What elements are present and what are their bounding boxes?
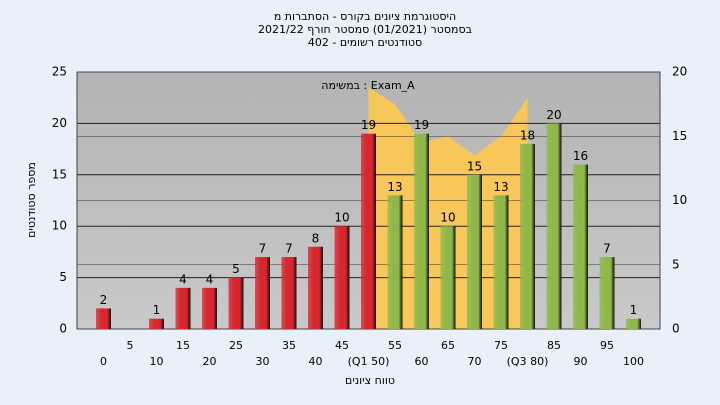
bar	[626, 318, 641, 329]
x-tick-label: 40	[309, 355, 323, 368]
bar	[149, 318, 164, 329]
bar	[175, 287, 191, 329]
y2-tick-label: 20	[672, 65, 687, 79]
value-label: 19	[361, 118, 376, 132]
x-tick-label: 95	[600, 339, 614, 352]
bar	[546, 123, 562, 330]
x-tick-label: 10	[150, 355, 164, 368]
y2-tick-label: 5	[672, 257, 680, 271]
chart-title: היסטוגרמת ציונים בקורס - הסתברות מ	[274, 10, 456, 23]
bar	[467, 174, 482, 329]
x-tick-label: 30	[256, 355, 270, 368]
x-tick-label: 35	[282, 339, 296, 352]
x-tick-label: (Q1 50)	[348, 355, 390, 368]
bar	[520, 143, 535, 329]
value-label: 5	[232, 262, 240, 276]
bar	[387, 195, 403, 329]
x-tick-label: (Q3 80)	[507, 355, 549, 368]
y2-tick-label: 15	[672, 129, 687, 143]
bar	[281, 257, 297, 329]
value-label: 1	[153, 303, 161, 317]
value-label: 10	[440, 211, 455, 225]
bar	[599, 257, 615, 329]
annotation: במשימה : Exam_A	[321, 79, 415, 92]
area	[368, 87, 528, 329]
value-label: 20	[546, 108, 561, 122]
value-label: 2	[100, 293, 108, 307]
y2-tick-label: 0	[672, 322, 680, 336]
bar	[228, 277, 244, 329]
value-label: 7	[285, 242, 293, 256]
value-label: 13	[387, 180, 402, 194]
bar	[573, 164, 588, 329]
y-tick-label: 10	[52, 219, 67, 233]
x-tick-label: 70	[468, 355, 482, 368]
value-label: 19	[414, 118, 429, 132]
x-tick-label: 25	[229, 339, 243, 352]
bar	[440, 226, 456, 329]
bar	[255, 257, 270, 329]
x-tick-label: 90	[574, 355, 588, 368]
value-label: 15	[467, 159, 482, 173]
value-label: 18	[520, 128, 535, 142]
y-tick-label: 5	[59, 270, 67, 284]
y-tick-label: 20	[52, 116, 67, 130]
x-axis-label: טווח ציונים	[345, 374, 395, 387]
x-tick-label: 55	[388, 339, 402, 352]
x-tick-label: 100	[623, 355, 644, 368]
x-tick-label: 65	[441, 339, 455, 352]
value-label: 4	[179, 272, 187, 286]
x-tick-label: 75	[494, 339, 508, 352]
value-label: 7	[259, 242, 267, 256]
x-tick-label: 85	[547, 339, 561, 352]
bar	[334, 226, 350, 329]
bar	[96, 308, 111, 329]
value-label: 10	[334, 211, 349, 225]
x-tick-label: 60	[415, 355, 429, 368]
y-axis-label: מספר סטודנטים	[25, 162, 38, 238]
bar	[202, 287, 217, 329]
x-tick-label: 15	[176, 339, 190, 352]
bar	[414, 133, 429, 329]
value-label: 8	[312, 231, 320, 245]
x-tick-label: 5	[127, 339, 134, 352]
value-label: 13	[493, 180, 508, 194]
y-tick-label: 15	[52, 167, 67, 181]
chart-subtitle: בסמסטר (01/2021) סמסטר חורף 2021/22	[258, 23, 472, 36]
x-tick-label: 20	[203, 355, 217, 368]
y2-tick-label: 10	[672, 193, 687, 207]
value-label: 1	[630, 303, 638, 317]
y-tick-label: 0	[59, 322, 67, 336]
y-tick-label: 25	[52, 65, 67, 79]
value-label: 16	[573, 149, 588, 163]
bar	[361, 133, 376, 329]
bar	[308, 246, 323, 329]
bar	[493, 195, 509, 329]
x-tick-label: 45	[335, 339, 349, 352]
x-tick-label: 0	[100, 355, 107, 368]
value-label: 7	[603, 242, 611, 256]
chart-subtitle: סטודנטים רשומים - 402	[308, 36, 422, 49]
value-label: 4	[206, 272, 214, 286]
